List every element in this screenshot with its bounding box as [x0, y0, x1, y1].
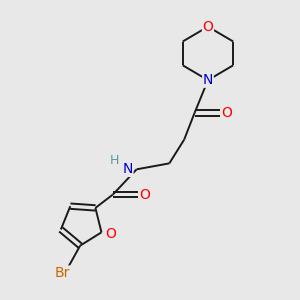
Text: O: O	[221, 106, 232, 120]
Text: N: N	[122, 162, 133, 176]
Text: N: N	[203, 73, 213, 87]
Text: O: O	[139, 188, 150, 202]
Text: H: H	[110, 154, 119, 167]
Text: O: O	[105, 227, 116, 241]
Text: O: O	[202, 20, 213, 34]
Text: Br: Br	[55, 266, 70, 280]
